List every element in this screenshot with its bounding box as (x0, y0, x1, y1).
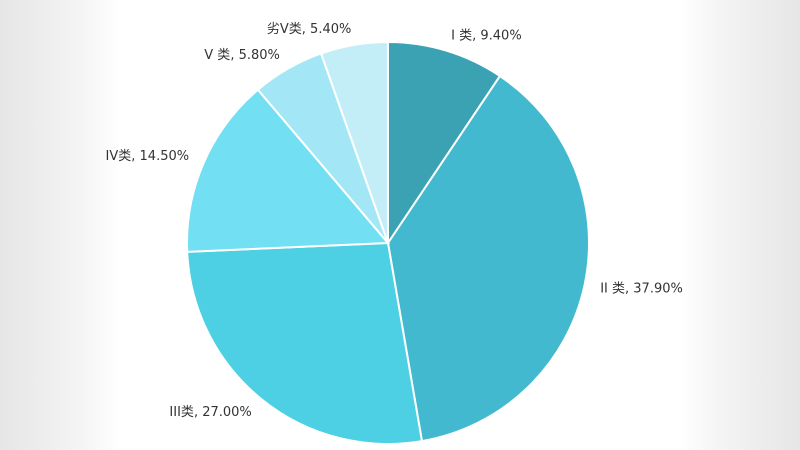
label-separator: , (472, 28, 480, 43)
value-label: 37.90% (633, 281, 683, 296)
slice-label: V 类, 5.80% (204, 47, 280, 62)
slice-label: III类, 27.00% (169, 404, 251, 419)
pie-slice (386, 74, 590, 443)
label-separator: , (194, 404, 202, 419)
pie-slice (319, 40, 389, 244)
pie-slice (186, 88, 391, 253)
label-separator: , (230, 47, 238, 62)
value-label: 5.40% (310, 22, 351, 37)
category-label: IV类 (106, 149, 132, 164)
label-separator: , (131, 149, 139, 164)
category-label: 劣V类 (267, 22, 302, 37)
category-label: III类 (169, 404, 194, 419)
slice-label: I 类, 9.40% (451, 28, 522, 43)
value-label: 5.80% (239, 47, 280, 62)
category-label: I 类 (451, 28, 472, 43)
label-separator: , (302, 22, 310, 37)
slice-label: II 类, 37.90% (600, 281, 683, 296)
category-label: V 类 (204, 47, 230, 62)
value-label: 14.50% (140, 149, 190, 164)
value-label: 27.00% (202, 404, 252, 419)
pie-slice (186, 241, 424, 445)
category-label: II 类 (600, 281, 625, 296)
pie-slice (387, 40, 502, 247)
label-separator: , (625, 281, 633, 296)
value-label: 9.40% (480, 28, 521, 43)
slice-label: IV类, 14.50% (106, 149, 190, 164)
slice-label: 劣V类, 5.40% (267, 22, 351, 37)
